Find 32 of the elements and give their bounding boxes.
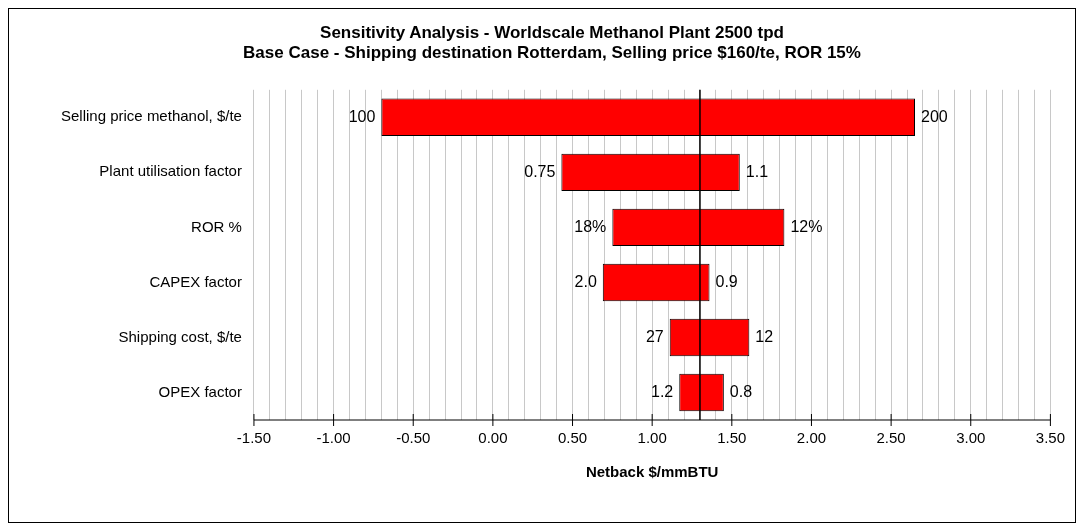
annotation: 200 [921,107,948,125]
annotation: 1.2 [651,382,674,400]
annotation: 0.75 [524,162,556,180]
x-tick-label: 0.50 [557,429,588,447]
x-tick-label: 1.00 [637,429,667,447]
annotation: 12 [755,327,774,345]
y-tick-label: Plant utilisation factor [99,162,242,180]
x-tick-label: 3.00 [956,429,986,447]
x-tick-label: 3.50 [1035,429,1065,447]
annotation: 27 [645,327,664,345]
y-tick-label: OPEX factor [158,382,242,400]
annotation: 2.0 [574,272,597,290]
y-tick-label: CAPEX factor [149,272,242,290]
annotation: 18% [574,217,607,235]
chart-title: Sensitivity Analysis - Worldscale Methanol Plant 2500 tpd [320,22,784,42]
annotation: 1.1 [745,162,769,180]
x-tick-label: -0.50 [396,429,431,447]
annotation: 100 [348,107,376,125]
chart-subtitle: Base Case - Shipping destination Rotterdam, Selling price $160/te, ROR 15% [243,43,861,63]
y-tick-label: Shipping cost, $/te [118,327,242,345]
x-tick-label: -1.50 [236,429,272,447]
x-tick-label: 2.50 [876,429,906,447]
x-tick-label: 1.50 [717,429,747,447]
annotation: 0.9 [715,272,738,290]
x-tick-label: -1.00 [316,429,351,447]
annotation: 0.8 [729,382,753,400]
x-axis-title: Netback $/mmBTU [585,463,719,481]
annotation: 12% [790,217,823,235]
y-tick-label: Selling price methanol, $/te [61,107,242,125]
x-tick-label: 0.00 [478,429,508,447]
x-tick-label: 2.00 [796,429,827,447]
y-tick-label: ROR % [191,217,242,235]
